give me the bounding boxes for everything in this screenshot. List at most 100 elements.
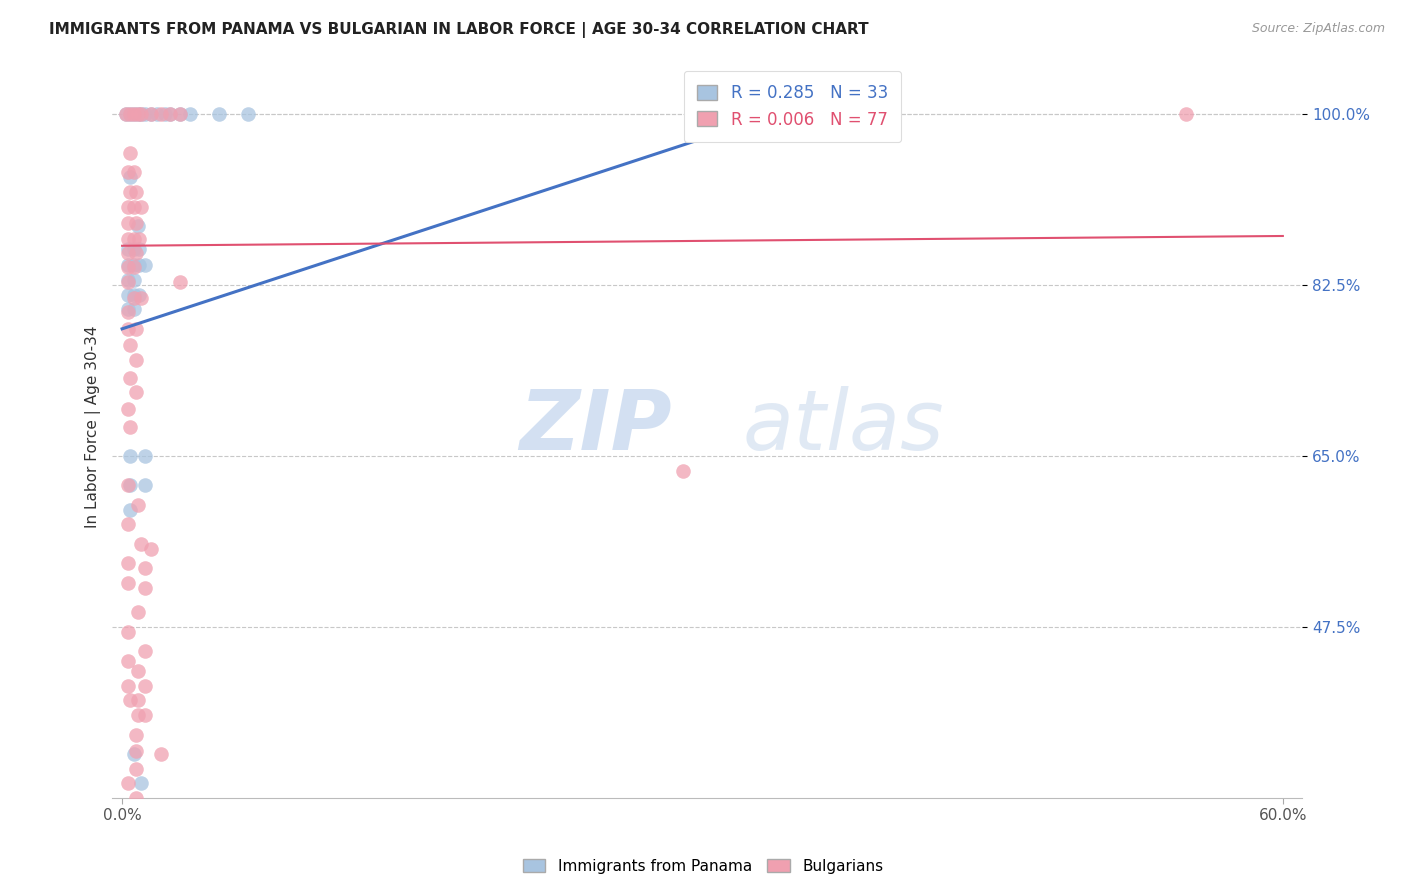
Point — [118, 170, 141, 185]
Point — [118, 107, 141, 121]
Point — [131, 200, 153, 214]
Point — [122, 165, 145, 179]
Point — [139, 541, 162, 556]
Point — [118, 449, 141, 463]
Point — [134, 708, 156, 723]
Point — [122, 273, 145, 287]
Point — [179, 107, 201, 121]
Point — [117, 287, 139, 301]
Point — [127, 107, 149, 121]
Point — [117, 200, 139, 214]
Point — [117, 258, 139, 272]
Point — [672, 464, 695, 478]
Point — [122, 287, 145, 301]
Point — [149, 107, 172, 121]
Point — [134, 107, 156, 121]
Point — [127, 708, 149, 723]
Point — [117, 245, 139, 260]
Point — [208, 107, 231, 121]
Text: IMMIGRANTS FROM PANAMA VS BULGARIAN IN LABOR FORCE | AGE 30-34 CORRELATION CHART: IMMIGRANTS FROM PANAMA VS BULGARIAN IN L… — [49, 22, 869, 38]
Point — [169, 107, 191, 121]
Point — [134, 449, 156, 463]
Point — [117, 557, 139, 571]
Point — [131, 805, 153, 820]
Point — [122, 291, 145, 305]
Point — [118, 693, 141, 707]
Point — [139, 107, 162, 121]
Point — [134, 561, 156, 575]
Point — [117, 273, 139, 287]
Point — [117, 322, 139, 336]
Point — [236, 107, 259, 121]
Point — [117, 302, 139, 317]
Point — [149, 747, 172, 761]
Point — [128, 258, 150, 272]
Point — [124, 727, 146, 741]
Point — [1175, 107, 1198, 121]
Point — [124, 185, 146, 199]
Text: atlas: atlas — [742, 386, 945, 467]
Point — [127, 664, 149, 678]
Point — [115, 107, 138, 121]
Point — [169, 107, 191, 121]
Point — [117, 624, 139, 639]
Point — [115, 107, 138, 121]
Point — [118, 107, 141, 121]
Point — [131, 107, 153, 121]
Point — [124, 821, 146, 835]
Point — [131, 849, 153, 863]
Point — [127, 693, 149, 707]
Point — [124, 791, 146, 805]
Point — [127, 605, 149, 619]
Point — [131, 869, 153, 883]
Point — [122, 107, 145, 121]
Point — [169, 275, 191, 289]
Text: ZIP: ZIP — [519, 386, 672, 467]
Point — [131, 537, 153, 551]
Point — [124, 744, 146, 758]
Point — [117, 165, 139, 179]
Point — [134, 679, 156, 693]
Point — [124, 385, 146, 400]
Point — [117, 654, 139, 668]
Point — [131, 291, 153, 305]
Point — [118, 502, 141, 516]
Point — [134, 581, 156, 595]
Point — [124, 216, 146, 230]
Point — [146, 107, 169, 121]
Point — [124, 322, 146, 336]
Point — [122, 107, 145, 121]
Point — [117, 478, 139, 492]
Point — [127, 219, 149, 234]
Point — [117, 216, 139, 230]
Legend: R = 0.285   N = 33, R = 0.006   N = 77: R = 0.285 N = 33, R = 0.006 N = 77 — [683, 70, 901, 142]
Point — [159, 107, 181, 121]
Point — [118, 338, 141, 352]
Point — [118, 145, 141, 160]
Point — [127, 107, 149, 121]
Point — [122, 258, 145, 272]
Point — [118, 370, 141, 384]
Y-axis label: In Labor Force | Age 30-34: In Labor Force | Age 30-34 — [86, 326, 101, 528]
Point — [118, 478, 141, 492]
Point — [134, 258, 156, 272]
Point — [117, 260, 139, 275]
Point — [134, 644, 156, 658]
Point — [131, 776, 153, 790]
Point — [118, 419, 141, 434]
Point — [124, 353, 146, 368]
Point — [134, 478, 156, 492]
Point — [117, 402, 139, 417]
Point — [122, 302, 145, 317]
Point — [117, 517, 139, 532]
Point — [122, 200, 145, 214]
Point — [128, 287, 150, 301]
Point — [117, 275, 139, 289]
Point — [128, 232, 150, 246]
Legend: Immigrants from Panama, Bulgarians: Immigrants from Panama, Bulgarians — [516, 853, 890, 880]
Point — [122, 260, 145, 275]
Point — [127, 498, 149, 512]
Point — [117, 576, 139, 591]
Point — [131, 107, 153, 121]
Point — [117, 242, 139, 256]
